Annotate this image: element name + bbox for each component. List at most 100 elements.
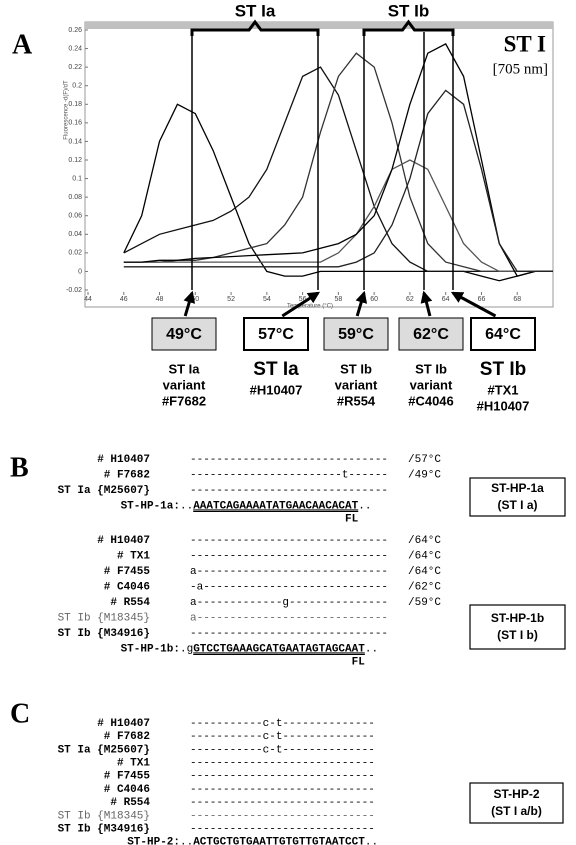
y-tick-label: 0.18: [68, 101, 82, 108]
row-sequence: -----------------------t------: [190, 469, 388, 481]
y-tick-label: 0.06: [68, 213, 82, 220]
arrow: [420, 290, 433, 317]
row-name: ST Ib {M18345}: [58, 810, 150, 822]
row-name: # F7682: [104, 469, 150, 481]
probe-suffix: ..: [365, 643, 378, 655]
row-sequence: ----------------------------: [190, 824, 375, 836]
row-name: # H10407: [97, 454, 150, 466]
temp-label: 59°C: [338, 326, 374, 343]
x-tick-label: 60: [370, 296, 378, 303]
y-tick-label: 0.16: [68, 120, 82, 127]
row-name: ST Ia {M25607}: [58, 485, 150, 497]
arrow: [450, 291, 497, 318]
strain-label: #TX1: [487, 382, 518, 397]
strain-label: #F7682: [162, 393, 206, 408]
row-tm: /59°C: [408, 597, 441, 609]
probe-label: FL: [352, 656, 366, 668]
strain-label: #H10407: [250, 382, 303, 397]
row-sequence: ----------------------------: [190, 758, 375, 770]
row-tm: /62°C: [408, 581, 441, 593]
x-axis-label: Temperature (°C): [287, 304, 333, 310]
plot-top-bar: [85, 22, 553, 29]
y-tick-label: 0.02: [68, 250, 82, 257]
row-sequence: -----------c-t--------------: [190, 718, 375, 730]
row-sequence: a-----------------------------: [190, 612, 388, 624]
probe-box-label: (ST I a): [497, 498, 537, 512]
curve: [123, 52, 553, 273]
row-sequence: ----------------------------: [190, 810, 375, 822]
y-tick-label: 0: [78, 268, 82, 275]
strain-label: ST Ib: [415, 361, 447, 376]
row-name: # F7455: [104, 771, 151, 783]
row-tm: /64°C: [408, 535, 441, 547]
probe-sequence: ACTGCTGTGAATTGTGTTGTAATCCT: [193, 837, 365, 845]
strain-label: variant: [335, 377, 378, 392]
bracket: [362, 19, 455, 36]
probe-suffix: ..: [365, 837, 378, 845]
curve: [123, 159, 553, 273]
row-sequence: a-------------g---------------: [190, 597, 388, 609]
y-tick-label: 0.14: [68, 138, 82, 145]
row-name: # F7682: [104, 731, 150, 743]
plot-frame: [84, 21, 554, 308]
strain-label: #H10407: [477, 398, 530, 413]
probe-prefix: .g: [180, 643, 193, 655]
temp-box: [243, 317, 309, 351]
probe-name: ST-HP-1b:: [121, 643, 180, 655]
y-tick-label: 0.12: [68, 157, 82, 164]
strain-label: variant: [163, 377, 206, 392]
probe-label: FL: [345, 513, 359, 525]
bracket-label: ST Ib: [388, 1, 430, 20]
probe-box-label: ST-HP-1a: [491, 481, 544, 495]
row-sequence: ------------------------------: [190, 485, 388, 497]
x-tick-label: 58: [334, 296, 342, 303]
row-name: # R554: [110, 597, 150, 609]
y-tick-label: 0.04: [68, 231, 82, 238]
curve: [123, 89, 553, 273]
strain-label: #R554: [337, 393, 376, 408]
probe-prefix: ..: [180, 837, 193, 845]
row-name: # C4046: [104, 581, 150, 593]
strain-label: variant: [410, 377, 453, 392]
temp-label: 64°C: [485, 326, 521, 343]
row-sequence: -----------c-t--------------: [190, 731, 375, 743]
bracket-label: ST Ia: [235, 1, 276, 20]
x-tick-label: 64: [442, 296, 450, 303]
x-tick-label: 46: [120, 296, 128, 303]
chart-subtitle: [705 nm]: [493, 61, 548, 77]
row-sequence: ----------------------------: [190, 784, 375, 796]
x-tick-label: 62: [406, 296, 414, 303]
panel-letter: A: [12, 29, 33, 60]
strain-label: ST Ia: [168, 361, 200, 376]
arrow: [183, 290, 196, 317]
temp-box: [398, 317, 464, 351]
x-tick-label: 68: [513, 296, 521, 303]
row-name: # F7455: [104, 566, 151, 578]
temp-label: 57°C: [258, 326, 294, 343]
row-name: ST Ib {M34916}: [58, 824, 150, 836]
probe-box: [469, 782, 564, 824]
row-sequence: ----------------------------: [190, 797, 375, 809]
probe-box-label: (ST I b): [497, 628, 538, 642]
row-name: # TX1: [117, 550, 150, 562]
curve: [123, 43, 553, 277]
probe-box: [469, 604, 566, 650]
probe-box-label: ST-HP-2: [493, 787, 539, 801]
probe-prefix: ..: [180, 500, 193, 512]
row-tm: /64°C: [408, 566, 441, 578]
temp-box: [470, 317, 536, 351]
temp-box: [323, 317, 389, 351]
probe-sequence: AAATCAGAAAATATGAACAACACAT: [193, 500, 358, 512]
y-tick-label: 0.1: [72, 175, 82, 182]
row-name: # H10407: [97, 535, 150, 547]
probe-suffix: ..: [358, 500, 371, 512]
row-name: # TX1: [117, 758, 150, 770]
row-sequence: -----------c-t--------------: [190, 744, 375, 756]
x-tick-label: 44: [84, 296, 92, 303]
y-tick-label: -0.02: [66, 287, 82, 294]
row-sequence: ------------------------------: [190, 550, 388, 562]
strain-label: ST Ia: [253, 359, 299, 380]
y-axis-label: Fluorescence -d(F)/dT: [64, 80, 70, 140]
y-tick-label: 0.2: [72, 83, 82, 90]
